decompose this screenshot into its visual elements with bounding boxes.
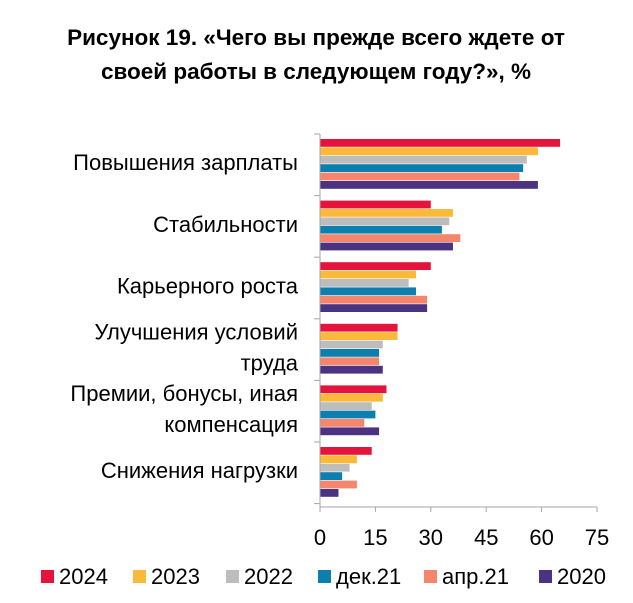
legend-label-дек-21: дек.21 xyxy=(336,564,401,589)
bar-2023-cat5 xyxy=(320,455,357,464)
x-tick-label-15: 15 xyxy=(363,525,387,550)
bar-2020-cat3 xyxy=(320,365,383,374)
x-tick-label-45: 45 xyxy=(474,525,498,550)
category-label-0: Повышения зарплаты xyxy=(73,150,298,175)
bar-апр-21-cat5 xyxy=(320,480,357,489)
bar-2022-cat4 xyxy=(320,402,372,410)
bar-2024-cat0 xyxy=(320,139,561,147)
bar-апр-21-cat3 xyxy=(320,357,380,366)
bar-2024-cat5 xyxy=(320,447,372,455)
category-label-3-line2: труда xyxy=(241,351,299,376)
bar-2024-cat2 xyxy=(320,262,431,270)
legend-swatch-2023 xyxy=(133,570,146,583)
bars xyxy=(320,139,561,497)
legend-swatch-апр-21 xyxy=(424,570,437,583)
category-label-4-line1: Премии, бонусы, иная xyxy=(70,381,298,406)
legend-swatch-2020 xyxy=(539,570,552,583)
bar-2023-cat2 xyxy=(320,270,417,279)
bar-2024-cat1 xyxy=(320,200,431,209)
axes xyxy=(314,133,598,512)
bar-2023-cat3 xyxy=(320,332,398,340)
bar-апр-21-cat0 xyxy=(320,172,520,181)
bar-2024-cat3 xyxy=(320,323,398,332)
legend-swatch-2024 xyxy=(41,570,54,583)
bar-апр-21-cat2 xyxy=(320,295,428,304)
bar-дек-21-cat5 xyxy=(320,472,343,480)
legend-swatch-дек-21 xyxy=(318,570,331,583)
bar-дек-21-cat3 xyxy=(320,349,380,357)
bar-2022-cat0 xyxy=(320,155,527,164)
bar-2022-cat2 xyxy=(320,279,409,287)
legend-label-2020: 2020 xyxy=(557,564,606,589)
bar-дек-21-cat4 xyxy=(320,410,376,419)
bar-апр-21-cat1 xyxy=(320,234,461,242)
bar-дек-21-cat0 xyxy=(320,164,524,172)
bar-2020-cat0 xyxy=(320,181,538,189)
legend-label-2022: 2022 xyxy=(244,564,293,589)
category-label-1: Стабильности xyxy=(153,212,298,237)
bar-2022-cat5 xyxy=(320,463,350,472)
bar-2020-cat2 xyxy=(320,304,428,312)
category-label-5: Снижения нагрузки xyxy=(101,458,298,483)
x-tick-label-0: 0 xyxy=(314,525,326,550)
category-label-4-line2: компенсация xyxy=(164,412,298,437)
legend-label-апр-21: апр.21 xyxy=(442,564,509,589)
title-line-2: своей работы в следующем году?», % xyxy=(101,59,531,84)
bar-2022-cat3 xyxy=(320,340,383,349)
chart-title: Рисунок 19. «Чего вы прежде всего ждете … xyxy=(67,25,565,84)
title-line-1: Рисунок 19. «Чего вы прежде всего ждете … xyxy=(67,25,565,50)
bar-2020-cat5 xyxy=(320,489,339,497)
bar-2020-cat4 xyxy=(320,427,380,436)
bar-2022-cat1 xyxy=(320,217,450,226)
bar-дек-21-cat1 xyxy=(320,225,442,234)
legend: 2024 2023 2022 дек.21 апр.21 2020 xyxy=(41,564,606,589)
bar-2020-cat1 xyxy=(320,242,453,251)
x-tick-label-60: 60 xyxy=(529,525,553,550)
bar-2024-cat4 xyxy=(320,385,387,394)
bar-2023-cat4 xyxy=(320,393,383,402)
x-tick-label-30: 30 xyxy=(419,525,443,550)
bar-дек-21-cat2 xyxy=(320,287,417,296)
bar-2023-cat1 xyxy=(320,209,453,217)
legend-label-2023: 2023 xyxy=(151,564,200,589)
legend-label-2024: 2024 xyxy=(59,564,108,589)
bar-апр-21-cat4 xyxy=(320,419,365,427)
x-tick-label-75: 75 xyxy=(585,525,609,550)
bar-2023-cat0 xyxy=(320,147,538,156)
legend-swatch-2022 xyxy=(226,570,239,583)
category-label-3-line1: Улучшения условий xyxy=(95,320,299,345)
x-tick-labels: 0 15 30 45 60 75 xyxy=(314,525,609,550)
category-label-2: Карьерного роста xyxy=(117,273,299,298)
category-labels: Повышения зарплаты Стабильности Карьерного… xyxy=(70,150,298,483)
